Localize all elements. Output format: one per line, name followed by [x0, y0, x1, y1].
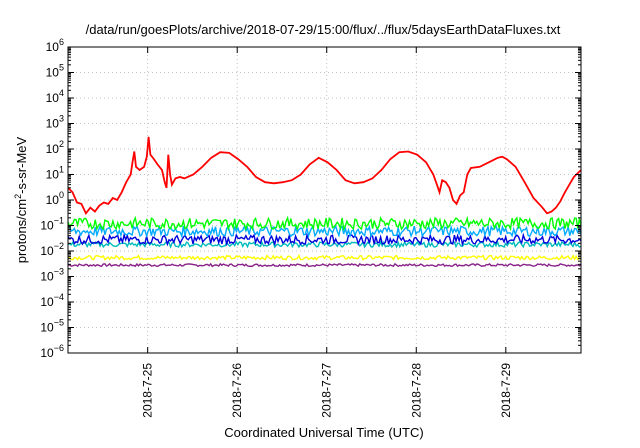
y-axis: 10−6 10−5 10−4 10−3 10−2 10−1 100 101 102 103 104 1…: [40, 37, 581, 360]
x-axis: 2018-7-25 2018-7-26 2018-7-27 2018-7-28 2018…: [141, 47, 513, 418]
y-tick-label: 10−2: [40, 241, 64, 258]
flux-series-band: [67, 215, 582, 232]
chart-title: /data/run/goesPlots/archive/2018-07-29/1…: [86, 22, 561, 37]
y-axis-label: protons/cm2-s-sr-MeV: [13, 136, 29, 263]
x-axis-label: Coordinated Universal Time (UTC): [224, 425, 423, 440]
flux-series-band: [67, 262, 582, 268]
y-tick-label: 10−1: [40, 216, 64, 233]
x-tick-label: 2018-7-29: [499, 363, 513, 418]
y-tick-label: 102: [46, 139, 64, 156]
x-tick-label: 2018-7-26: [230, 363, 244, 418]
x-tick-label: 2018-7-25: [141, 363, 155, 418]
series-layer: [67, 136, 582, 268]
flux-series-band: [67, 232, 582, 247]
flux-series-band: [67, 254, 582, 261]
flux-series-line: [67, 136, 582, 215]
y-tick-label: 104: [46, 88, 64, 105]
y-tick-label: 101: [46, 165, 64, 182]
grid: [68, 47, 581, 353]
y-tick-label: 10−3: [40, 267, 64, 284]
flux-series-band: [67, 224, 582, 239]
y-tick-label: 103: [46, 114, 64, 131]
y-tick-label: 100: [46, 190, 64, 207]
y-tick-label: 106: [46, 37, 64, 54]
flux-series-band: [67, 240, 582, 249]
y-tick-label: 10−6: [40, 343, 64, 360]
y-tick-label: 10−4: [40, 292, 64, 309]
y-tick-label: 105: [46, 63, 64, 80]
x-tick-label: 2018-7-28: [409, 363, 423, 418]
y-tick-label: 10−5: [40, 318, 64, 335]
x-tick-label: 2018-7-27: [320, 363, 334, 418]
